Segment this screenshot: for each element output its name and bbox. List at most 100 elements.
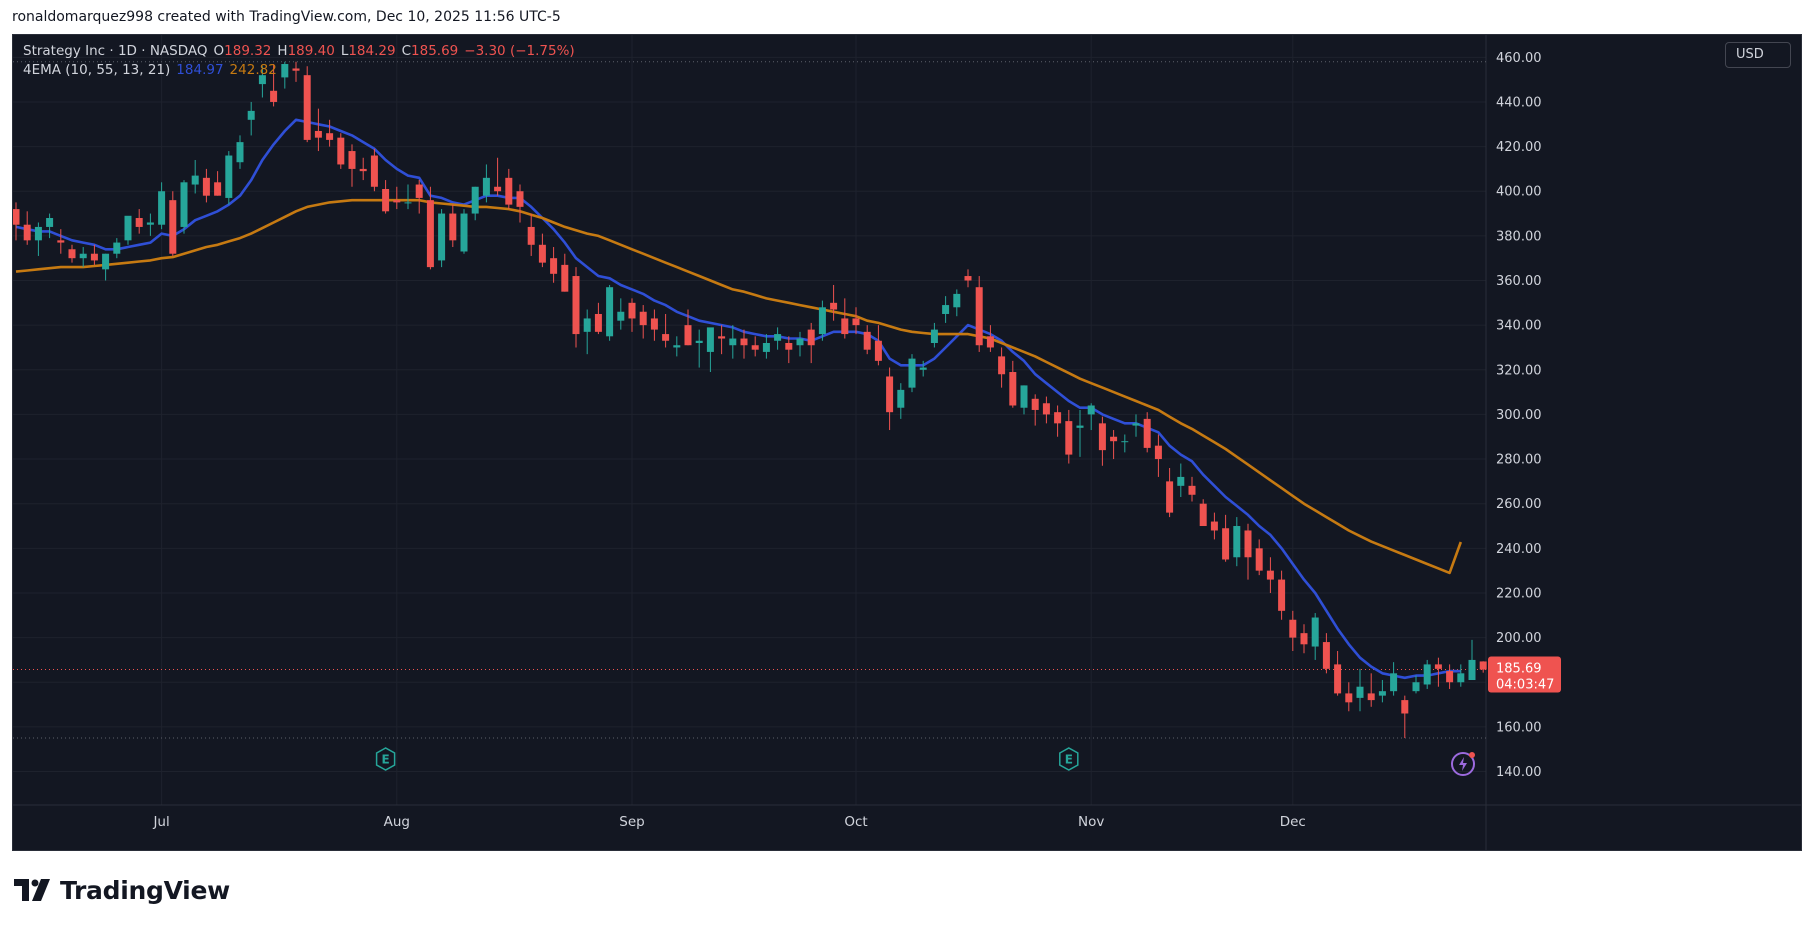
candle[interactable] <box>897 383 905 419</box>
candle[interactable] <box>270 64 278 107</box>
candle[interactable] <box>57 229 65 254</box>
candle[interactable] <box>538 233 546 268</box>
candle[interactable] <box>1289 610 1297 651</box>
candle[interactable] <box>1255 539 1263 576</box>
candle[interactable] <box>191 159 199 194</box>
candle[interactable] <box>830 284 838 321</box>
candle[interactable] <box>1468 639 1476 681</box>
candle[interactable] <box>449 204 457 248</box>
candle[interactable] <box>684 309 692 346</box>
candle[interactable] <box>1390 662 1398 696</box>
currency-button[interactable]: USD <box>1725 42 1791 68</box>
legend-symbol[interactable]: Strategy Inc · 1D · NASDAQ <box>23 43 208 59</box>
candle[interactable] <box>135 209 143 234</box>
candle[interactable] <box>281 61 289 89</box>
lightning-icon[interactable] <box>1451 752 1475 776</box>
candle[interactable] <box>516 184 524 223</box>
candle[interactable] <box>415 180 423 214</box>
candle[interactable] <box>1479 661 1487 673</box>
candle[interactable] <box>1110 430 1118 460</box>
candle[interactable] <box>124 215 132 245</box>
candle[interactable] <box>1177 463 1185 497</box>
candle[interactable] <box>292 61 300 82</box>
candle[interactable] <box>247 101 255 136</box>
candle[interactable] <box>482 164 490 203</box>
candle[interactable] <box>494 157 502 196</box>
candle[interactable] <box>740 329 748 359</box>
candle[interactable] <box>639 305 647 339</box>
candle[interactable] <box>393 186 401 210</box>
candle[interactable] <box>314 108 322 152</box>
candle[interactable] <box>673 336 681 357</box>
candle[interactable] <box>852 307 860 335</box>
candle[interactable] <box>1233 517 1241 567</box>
candle[interactable] <box>561 253 569 292</box>
earnings-marker[interactable] <box>1059 747 1079 771</box>
candle[interactable] <box>90 244 98 265</box>
candle[interactable] <box>348 144 356 187</box>
candle[interactable] <box>594 302 602 335</box>
candle[interactable] <box>1322 633 1330 674</box>
candle[interactable] <box>426 186 434 270</box>
candle[interactable] <box>964 269 972 288</box>
candle[interactable] <box>471 186 479 221</box>
candle[interactable] <box>527 213 535 256</box>
candle[interactable] <box>1356 668 1364 712</box>
candle[interactable] <box>146 213 154 236</box>
candle[interactable] <box>1244 523 1252 580</box>
candle[interactable] <box>23 211 31 245</box>
candle[interactable] <box>1423 659 1431 689</box>
candle[interactable] <box>404 184 412 210</box>
candle[interactable] <box>1042 396 1050 424</box>
candle[interactable] <box>706 327 714 373</box>
candle[interactable] <box>863 325 871 355</box>
candle[interactable] <box>1278 570 1286 620</box>
candle[interactable] <box>729 325 737 359</box>
candle[interactable] <box>1434 657 1442 687</box>
candle[interactable] <box>818 300 826 341</box>
candle[interactable] <box>930 322 938 348</box>
candle[interactable] <box>34 222 42 256</box>
candle[interactable] <box>695 329 703 368</box>
candle[interactable] <box>169 191 177 256</box>
candle[interactable] <box>1154 434 1162 477</box>
candle[interactable] <box>762 334 770 359</box>
candle[interactable] <box>337 133 345 169</box>
candle[interactable] <box>1054 405 1062 437</box>
candle[interactable] <box>1378 680 1386 703</box>
candle[interactable] <box>102 253 110 281</box>
candle[interactable] <box>326 119 334 147</box>
candle[interactable] <box>1300 624 1308 654</box>
candle[interactable] <box>505 168 513 210</box>
candle[interactable] <box>438 209 446 268</box>
candle[interactable] <box>942 296 950 323</box>
candle[interactable] <box>370 148 378 192</box>
candle[interactable] <box>1132 414 1140 437</box>
earnings-marker[interactable] <box>375 747 396 771</box>
candle[interactable] <box>1065 409 1073 464</box>
candle[interactable] <box>1076 409 1084 457</box>
chart-svg[interactable]: 460.00 440.00 420.00 400.00 380.00 360.00 340.… <box>13 35 1801 850</box>
candle[interactable] <box>1446 664 1454 689</box>
chart-panel[interactable]: 460.00 440.00 420.00 400.00 380.00 360.00 340.… <box>12 34 1802 851</box>
candle[interactable] <box>158 182 166 230</box>
candle[interactable] <box>1412 675 1420 694</box>
candle[interactable] <box>774 327 782 350</box>
candle[interactable] <box>975 276 983 352</box>
candle[interactable] <box>1098 416 1106 466</box>
candle[interactable] <box>617 298 625 330</box>
candle[interactable] <box>46 213 54 239</box>
candle[interactable] <box>1009 360 1017 408</box>
candle[interactable] <box>650 309 658 341</box>
candle[interactable] <box>236 135 244 169</box>
candle[interactable] <box>583 309 591 355</box>
candle[interactable] <box>1143 412 1151 453</box>
candle[interactable] <box>68 244 76 263</box>
candle[interactable] <box>1367 673 1375 707</box>
candle[interactable] <box>550 247 558 283</box>
candle[interactable] <box>1166 467 1174 518</box>
candle[interactable] <box>1020 385 1028 415</box>
legend-indicator-name[interactable]: 4EMA (10, 55, 13, 21) <box>23 62 171 78</box>
candle[interactable] <box>13 202 20 241</box>
candle[interactable] <box>1199 499 1207 527</box>
